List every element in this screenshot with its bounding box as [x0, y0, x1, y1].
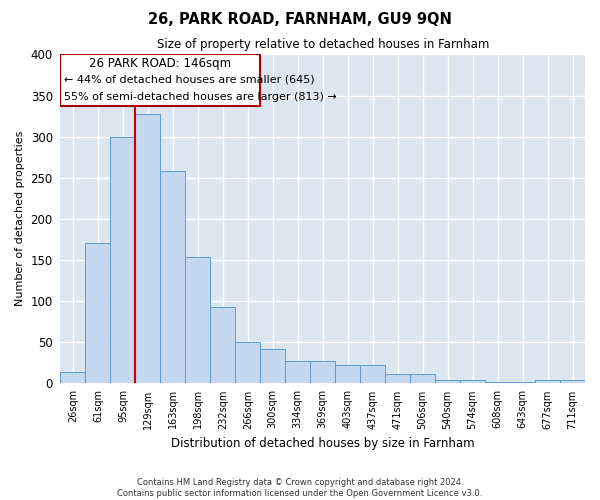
- Bar: [285, 361, 310, 383]
- Bar: [136, 114, 160, 383]
- Bar: [185, 258, 211, 383]
- Bar: [385, 374, 410, 383]
- Bar: [560, 380, 585, 383]
- Y-axis label: Number of detached properties: Number of detached properties: [15, 131, 25, 306]
- Bar: [160, 171, 185, 383]
- Bar: [235, 342, 260, 383]
- Text: Contains HM Land Registry data © Crown copyright and database right 2024.
Contai: Contains HM Land Registry data © Crown c…: [118, 478, 482, 498]
- Bar: [335, 365, 360, 383]
- Text: 26, PARK ROAD, FARNHAM, GU9 9QN: 26, PARK ROAD, FARNHAM, GU9 9QN: [148, 12, 452, 28]
- Bar: [310, 361, 335, 383]
- Text: ← 44% of detached houses are smaller (645): ← 44% of detached houses are smaller (64…: [64, 74, 315, 85]
- Bar: [485, 382, 510, 383]
- Text: 55% of semi-detached houses are larger (813) →: 55% of semi-detached houses are larger (…: [64, 92, 337, 102]
- Bar: [435, 380, 460, 383]
- Bar: [110, 136, 136, 383]
- Bar: [410, 374, 435, 383]
- Bar: [85, 244, 110, 383]
- Bar: [260, 348, 285, 383]
- Bar: [360, 365, 385, 383]
- Text: 26 PARK ROAD: 146sqm: 26 PARK ROAD: 146sqm: [89, 58, 232, 70]
- Bar: [460, 380, 485, 383]
- Bar: [211, 308, 235, 383]
- X-axis label: Distribution of detached houses by size in Farnham: Distribution of detached houses by size …: [171, 437, 475, 450]
- Bar: [61, 54, 260, 106]
- Bar: [510, 382, 535, 383]
- Bar: [535, 380, 560, 383]
- Bar: [61, 372, 85, 383]
- Title: Size of property relative to detached houses in Farnham: Size of property relative to detached ho…: [157, 38, 489, 51]
